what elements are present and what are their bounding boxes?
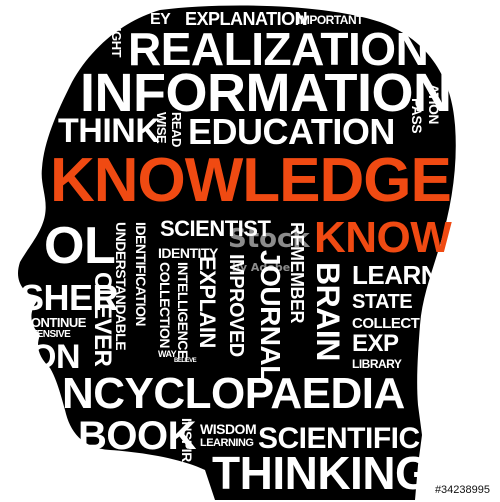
word-information: INFORMATION xyxy=(80,63,452,123)
word-clever: CLEVER xyxy=(89,272,116,367)
word-learn: LEARN xyxy=(352,260,440,290)
word-on: ON xyxy=(30,338,81,376)
word-thinking: THINKING xyxy=(212,447,431,499)
word-journal: JOURNAL xyxy=(255,250,286,382)
word-explain: EXPLAIN xyxy=(195,256,220,348)
word-ey: EY xyxy=(150,11,171,28)
word-identification: IDENTIFICATION xyxy=(133,222,149,326)
word-remember: REMEMBER xyxy=(287,222,307,324)
word-identity: IDENTITY xyxy=(158,245,218,261)
word-important: IMPORTANT xyxy=(297,13,363,27)
word-explanation: EXPLANATION xyxy=(185,9,308,29)
word-education: EDUCATION xyxy=(188,111,395,152)
word-collect: COLLECT xyxy=(352,315,420,332)
word-sher: SHER xyxy=(20,277,119,318)
word-book: BOOK xyxy=(78,414,197,458)
word-believe: BELIEVE xyxy=(174,358,197,364)
word-state: STATE xyxy=(352,291,413,313)
watermark-brand: Stock xyxy=(228,224,310,254)
word-pass: PASS xyxy=(409,98,425,134)
word-scientific: SCIENTIFIC xyxy=(258,422,420,455)
word-knowledge: KNOWLEDGE xyxy=(50,146,452,215)
word-realization: REALIZATION xyxy=(128,23,429,75)
word-continue: CONTINUE xyxy=(22,315,86,330)
word-scientist: SCIENTIST xyxy=(160,216,271,241)
word-wise: WISE xyxy=(154,112,169,144)
word-ol: OL xyxy=(44,217,116,275)
stock-id: #34238995 xyxy=(434,484,490,496)
word-improved: IMPROVED xyxy=(225,254,247,357)
word-way: WAY xyxy=(158,349,177,359)
word-know: KNOW xyxy=(314,213,452,262)
word-learning: LEARNING xyxy=(200,437,254,449)
word-library: LIBRARY xyxy=(352,357,402,371)
word-ight: IGHT xyxy=(109,28,124,58)
word-intensive: INTENSIVE xyxy=(22,329,71,340)
watermark-by: by Adobe xyxy=(232,261,291,274)
word-read: READ xyxy=(169,112,184,147)
head-shape xyxy=(18,5,456,500)
word-brain: BRAIN xyxy=(310,262,346,361)
word-ation: ATION xyxy=(426,84,442,125)
word-encyclopaedia: NCYCLOPAEDIA xyxy=(62,369,405,418)
word-think: THINK xyxy=(58,112,160,150)
word-intelligence: INTELLIGENCE xyxy=(175,262,191,359)
word-wisdom: WISDOM xyxy=(200,421,257,437)
word-understandable: UNDERSTANDABLE xyxy=(113,222,129,351)
word-inspiration: INSPIRATION xyxy=(179,418,195,502)
word-collection: COLLECTION xyxy=(157,262,173,348)
word-exp: EXP xyxy=(352,330,399,357)
